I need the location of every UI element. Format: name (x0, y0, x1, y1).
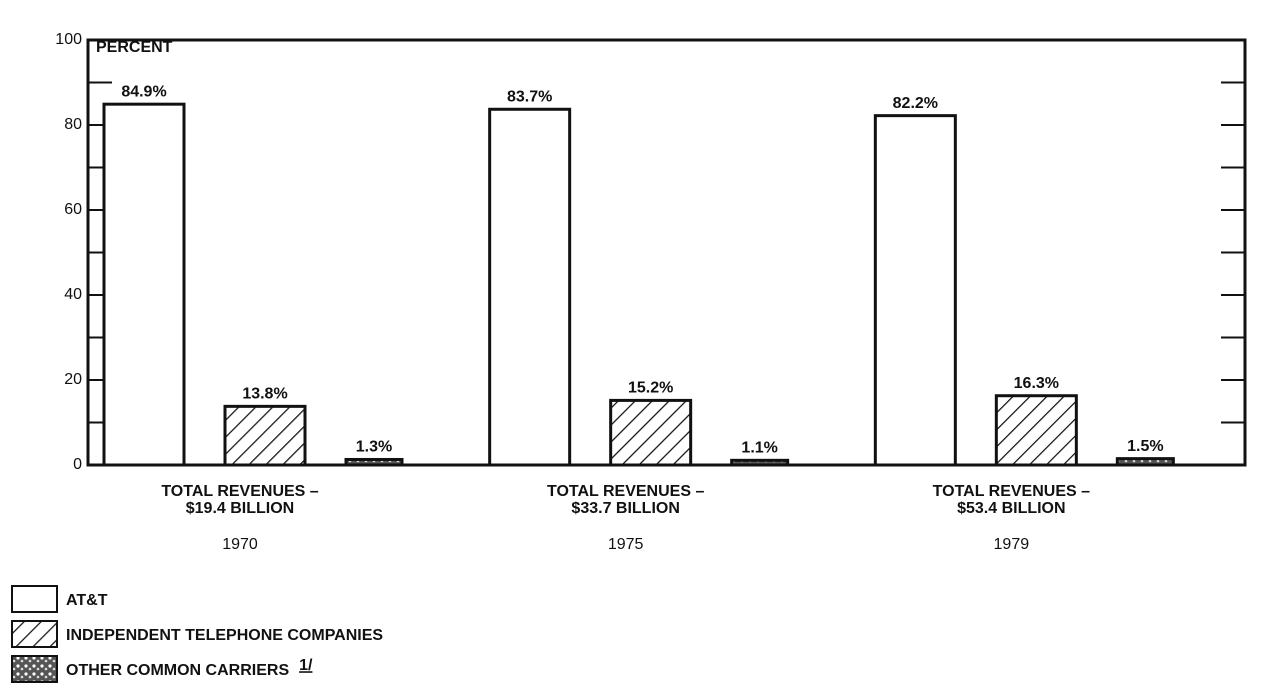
bar (609, 398, 693, 467)
data-label: 83.7% (507, 88, 552, 105)
bar (223, 404, 307, 467)
bar (102, 102, 186, 467)
bar (994, 394, 1078, 467)
axis-label: PERCENT (96, 39, 173, 56)
category-note: TOTAL REVENUES – (933, 483, 1090, 500)
category-note: TOTAL REVENUES – (161, 483, 318, 500)
x-tick-label: 1979 (994, 536, 1030, 553)
x-tick-label: 1970 (222, 536, 258, 553)
y-tick-label: 80 (64, 116, 82, 133)
y-tick-label: 0 (73, 456, 82, 473)
legend-swatch (11, 655, 58, 683)
data-label: 15.2% (628, 380, 673, 397)
legend-swatch (11, 585, 58, 613)
data-label: 82.2% (893, 95, 938, 112)
data-label: 1.3% (356, 439, 392, 456)
y-tick-label: 60 (64, 201, 82, 218)
category-note: $19.4 BILLION (186, 500, 294, 517)
bar (1115, 457, 1175, 467)
data-label: 84.9% (121, 83, 166, 100)
category-note: $53.4 BILLION (957, 500, 1065, 517)
category-note: $33.7 BILLION (571, 500, 679, 517)
legend-label: OTHER COMMON CARRIERS (66, 662, 289, 679)
legend-label: INDEPENDENT TELEPHONE COMPANIES (66, 627, 383, 644)
y-tick-label: 40 (64, 286, 82, 303)
y-tick-label: 20 (64, 371, 82, 388)
legend-footnote: 1/ (299, 657, 313, 674)
x-tick-label: 1975 (608, 536, 644, 553)
data-label: 1.5% (1127, 438, 1163, 455)
data-label: 16.3% (1014, 375, 1059, 392)
y-tick-label: 100 (55, 31, 82, 48)
data-label: 13.8% (242, 386, 287, 403)
legend-label: AT&T (66, 592, 108, 609)
data-label: 1.1% (741, 440, 777, 457)
category-note: TOTAL REVENUES – (547, 483, 704, 500)
bar (344, 457, 404, 467)
bar (873, 114, 957, 467)
bar (730, 458, 790, 467)
legend-swatch (11, 620, 58, 648)
bar (488, 107, 572, 467)
